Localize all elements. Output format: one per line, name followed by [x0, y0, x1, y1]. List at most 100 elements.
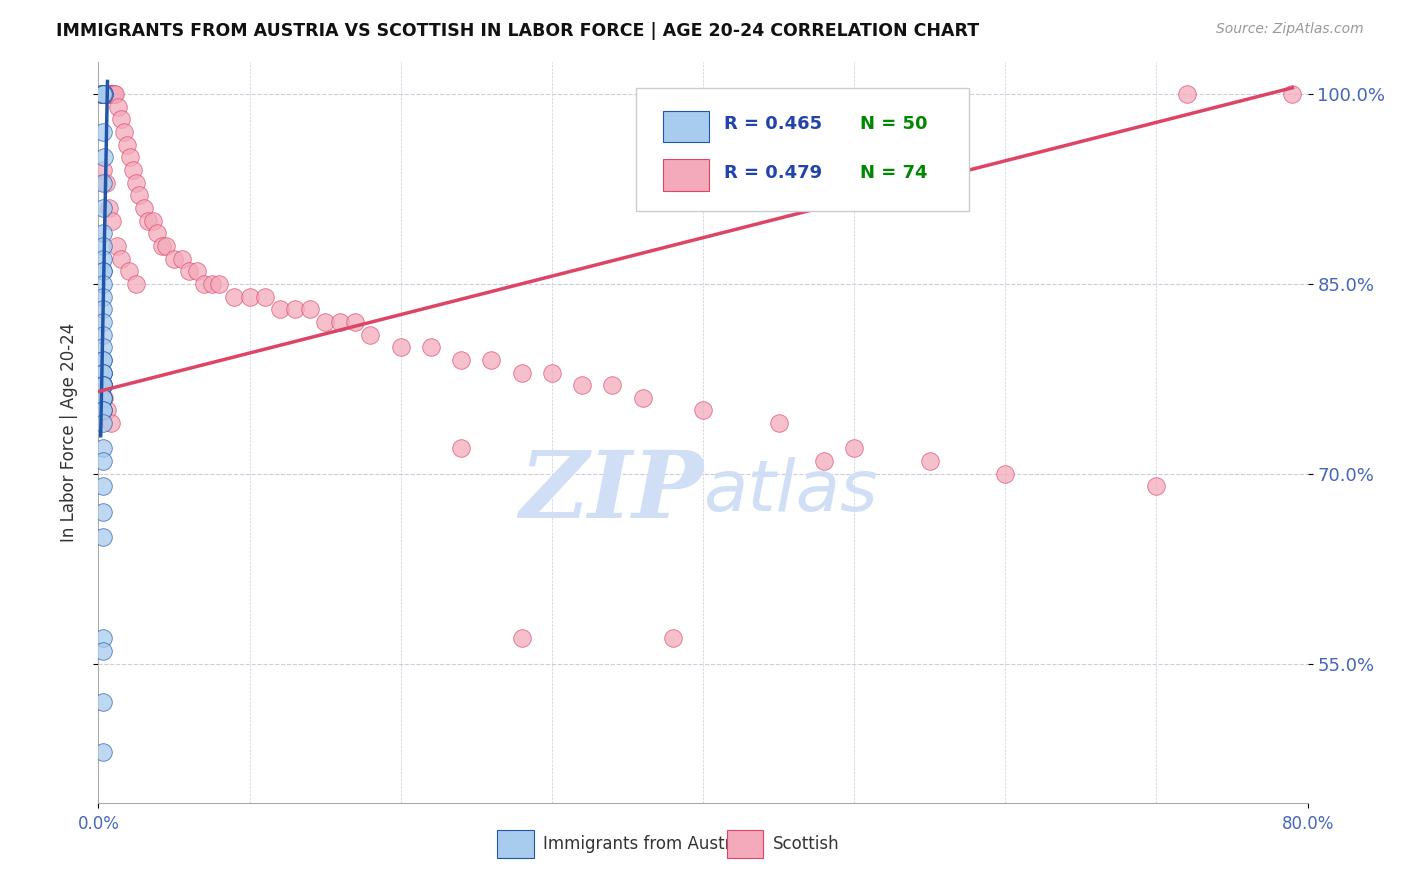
Point [91, 391, 114, 405]
Text: Immigrants from Austria: Immigrants from Austria [543, 835, 747, 853]
Bar [664, 160, 709, 191]
Point [98, 201, 121, 215]
Point [344, 315, 367, 329]
Point [91, 391, 114, 405]
Point [132, 201, 155, 215]
Text: N = 74: N = 74 [860, 164, 928, 182]
Point [101, 87, 124, 101]
Point [768, 416, 790, 430]
Point [91, 277, 114, 291]
Point [91, 87, 114, 101]
Point [224, 289, 246, 303]
Point [91, 403, 114, 417]
Point [179, 264, 201, 278]
Y-axis label: In Labor Force | Age 20-24: In Labor Force | Age 20-24 [59, 323, 77, 542]
Point [91, 264, 114, 278]
Point [155, 239, 177, 253]
Point [91, 378, 114, 392]
Point [91, 201, 114, 215]
Point [91, 378, 114, 392]
Text: Scottish: Scottish [773, 835, 839, 853]
Point [360, 327, 382, 342]
Point [239, 289, 262, 303]
Text: 80.0%: 80.0% [1281, 815, 1334, 833]
Point [118, 264, 141, 278]
Point [91, 125, 114, 139]
Point [91, 378, 114, 392]
Point [150, 239, 173, 253]
Point [91, 87, 114, 101]
Point [136, 213, 159, 227]
Text: ZIP: ZIP [519, 447, 703, 537]
Point [107, 100, 129, 114]
Point [100, 87, 122, 101]
Point [170, 252, 193, 266]
Point [994, 467, 1017, 481]
Point [420, 340, 443, 354]
Point [104, 87, 127, 101]
Point [661, 632, 683, 646]
Point [90, 87, 112, 101]
Point [314, 315, 336, 329]
Point [91, 87, 114, 101]
Point [1175, 87, 1198, 101]
Text: 0.0%: 0.0% [77, 815, 120, 833]
Text: Source: ZipAtlas.com: Source: ZipAtlas.com [1216, 22, 1364, 37]
Point [122, 163, 145, 178]
Point [481, 352, 503, 367]
Point [208, 277, 231, 291]
Point [329, 315, 352, 329]
Point [284, 302, 307, 317]
Point [98, 87, 121, 101]
Point [91, 327, 114, 342]
Point [142, 213, 165, 227]
Text: N = 50: N = 50 [860, 115, 928, 133]
Point [91, 378, 114, 392]
Point [91, 391, 114, 405]
Point [91, 264, 114, 278]
Point [91, 366, 114, 380]
Point [450, 442, 472, 456]
Point [90, 87, 112, 101]
Point [91, 302, 114, 317]
Text: atlas: atlas [703, 458, 877, 526]
Point [299, 302, 322, 317]
Point [146, 227, 169, 241]
Point [91, 366, 114, 380]
Point [540, 366, 562, 380]
Point [91, 505, 114, 519]
Point [91, 416, 114, 430]
Point [91, 745, 114, 759]
Point [93, 87, 115, 101]
Point [91, 252, 114, 266]
Point [692, 403, 714, 417]
Point [1281, 87, 1303, 101]
Point [120, 150, 142, 164]
Point [631, 391, 654, 405]
Point [91, 87, 114, 101]
Point [112, 125, 135, 139]
Point [91, 227, 114, 241]
Point [602, 378, 624, 392]
Point [110, 252, 132, 266]
Point [91, 87, 114, 101]
Point [94, 176, 117, 190]
Point [103, 87, 125, 101]
Point [93, 150, 115, 164]
Point [101, 213, 124, 227]
Point [91, 87, 114, 101]
Point [94, 87, 117, 101]
Point [96, 403, 118, 417]
Point [269, 302, 291, 317]
Point [96, 87, 118, 101]
Point [91, 442, 114, 456]
Point [91, 644, 114, 658]
Point [91, 694, 114, 708]
Point [813, 454, 835, 468]
Point [91, 239, 114, 253]
Point [91, 289, 114, 303]
FancyBboxPatch shape [637, 88, 969, 211]
Point [105, 239, 128, 253]
Point [201, 277, 224, 291]
Bar [498, 830, 534, 858]
